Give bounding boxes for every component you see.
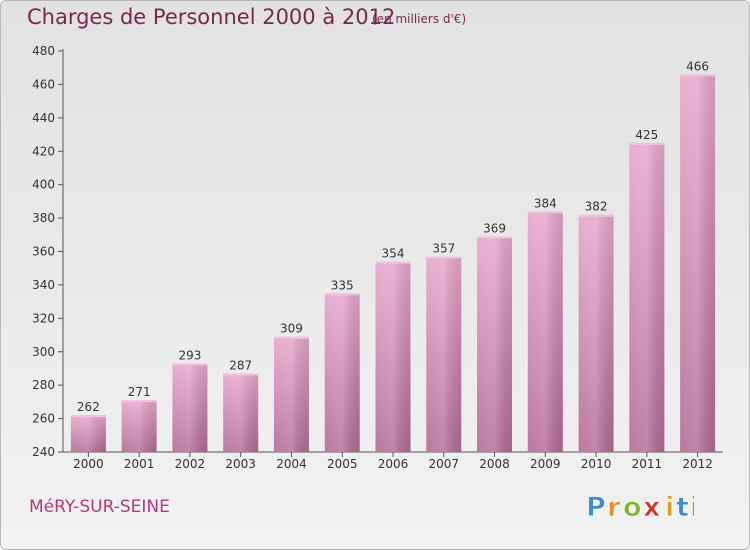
value-label-2001: 271	[128, 385, 151, 399]
bar-shine-2005	[324, 293, 360, 452]
bar-top-2011	[629, 142, 665, 145]
y-tick-label-360: 360	[32, 245, 55, 259]
bar-top-2006	[375, 261, 411, 264]
logo-letter: t	[676, 492, 689, 523]
x-tick-label-2011: 2011	[632, 457, 663, 471]
chart-title: Charges de Personnel 2000 à 2012	[27, 5, 396, 29]
y-tick-label-460: 460	[32, 77, 55, 91]
bar-shine-2001	[121, 400, 157, 452]
y-tick-label-380: 380	[32, 211, 55, 225]
bar-shine-2003	[223, 373, 259, 452]
value-label-2012: 466	[686, 59, 709, 73]
bar-shine-2008	[477, 236, 513, 452]
value-label-2005: 335	[331, 278, 354, 292]
bar-shine-2012	[680, 74, 716, 453]
chart-labels: 240 260 280 300 320 340 360 380 400 420 440 460 480 2…	[32, 44, 713, 471]
logo-letter: i	[665, 492, 674, 523]
chart-subtitle: (en milliers d'€)	[372, 12, 467, 26]
bar-shine-2004	[273, 336, 309, 452]
bar-shine-2010	[578, 214, 614, 452]
logo-letter: P	[586, 492, 606, 523]
x-tick-label-2000: 2000	[73, 457, 104, 471]
logo-letter: r	[607, 492, 621, 523]
y-tick-label-240: 240	[32, 445, 55, 459]
bar-shine-2002	[172, 363, 208, 452]
bar-top-2012	[680, 74, 716, 77]
bar-top-2003	[223, 373, 259, 376]
y-tick-label-260: 260	[32, 412, 55, 426]
value-label-2009: 384	[534, 196, 557, 210]
y-tick-label-340: 340	[32, 278, 55, 292]
value-label-2007: 357	[432, 242, 455, 256]
value-label-2010: 382	[585, 200, 608, 214]
bar-top-2005	[324, 293, 360, 296]
x-tick-label-2012: 2012	[682, 457, 713, 471]
x-tick-label-2009: 2009	[530, 457, 561, 471]
x-tick-label-2002: 2002	[175, 457, 206, 471]
bar-shine-2000	[70, 415, 106, 452]
x-tick-label-2006: 2006	[378, 457, 409, 471]
bar-top-2000	[70, 415, 106, 418]
y-tick-label-280: 280	[32, 378, 55, 392]
y-tick-label-320: 320	[32, 311, 55, 325]
value-label-2008: 369	[483, 221, 506, 235]
bar-shine-2007	[426, 256, 462, 452]
y-tick-label-300: 300	[32, 345, 55, 359]
value-label-2006: 354	[382, 247, 405, 261]
bar-shine-2009	[527, 211, 563, 452]
value-label-2003: 287	[229, 358, 252, 372]
value-label-2011: 425	[635, 128, 658, 142]
logo-letter: i	[690, 492, 694, 523]
logo-letter: x	[643, 492, 660, 523]
x-tick-label-2001: 2001	[124, 457, 155, 471]
value-label-2000: 262	[77, 400, 100, 414]
place-name: MéRY-SUR-SEINE	[29, 497, 170, 517]
x-tick-label-2007: 2007	[428, 457, 459, 471]
x-tick-label-2008: 2008	[479, 457, 510, 471]
bar-shine-2006	[375, 261, 411, 452]
x-tick-label-2003: 2003	[225, 457, 256, 471]
y-tick-label-440: 440	[32, 111, 55, 125]
x-tick-label-2010: 2010	[581, 457, 612, 471]
y-tick-label-420: 420	[32, 144, 55, 158]
chart-bars	[70, 74, 716, 453]
bar-shine-2011	[629, 142, 665, 453]
value-label-2004: 309	[280, 322, 303, 336]
bar-top-2008	[477, 236, 513, 239]
logo-letter: o	[623, 492, 642, 523]
bar-top-2009	[527, 211, 563, 214]
y-tick-label-480: 480	[32, 44, 55, 58]
y-tick-label-400: 400	[32, 178, 55, 192]
x-tick-label-2005: 2005	[327, 457, 358, 471]
value-label-2002: 293	[178, 348, 201, 362]
bar-top-2007	[426, 256, 462, 259]
bar-top-2001	[121, 400, 157, 403]
bar-top-2010	[578, 214, 614, 217]
bar-top-2004	[273, 336, 309, 339]
bar-top-2002	[172, 363, 208, 366]
x-tick-label-2004: 2004	[276, 457, 307, 471]
proxiti-logo: Proxiti	[586, 492, 694, 523]
